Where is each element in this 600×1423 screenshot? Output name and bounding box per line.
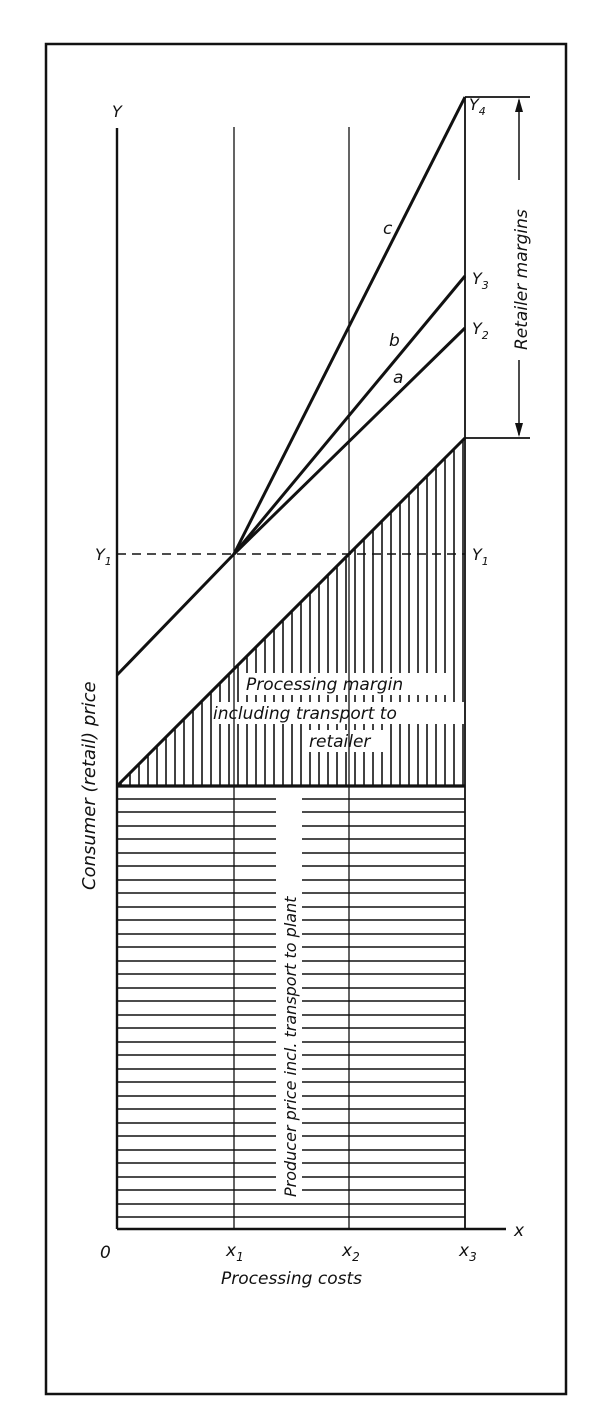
y-axis-title: Consumer (retail) price — [79, 681, 100, 890]
y2-label: Y2 — [472, 319, 489, 342]
x-axis-title: Processing costs — [221, 1269, 362, 1289]
y3-label: Y3 — [472, 269, 489, 292]
processing-cost-line — [115, 436, 467, 788]
line-c-label: c — [383, 219, 393, 239]
processing-margin-label-3: retailer — [309, 732, 371, 752]
x2-tick-label: x2 — [341, 1241, 360, 1264]
producer-price-label: Producer price incl. transport to plant — [281, 896, 300, 1197]
producer-price-text-bg — [276, 795, 302, 1200]
line-a-label: a — [393, 368, 403, 388]
outer-frame — [44, 42, 568, 1396]
y-axis-label: Y — [112, 102, 123, 121]
processing-margin-label-1: Processing margin — [246, 675, 403, 695]
line-b-label: b — [389, 331, 400, 351]
y1-right-label: Y1 — [472, 545, 489, 568]
processing-margin-text-bg — [243, 673, 451, 695]
retailer-margins-label: Retailer margins — [512, 209, 532, 350]
line-c — [232, 96, 467, 555]
processing-margin-text-bg — [212, 702, 464, 724]
line-a — [232, 326, 467, 556]
processing-margin-text-bg — [307, 730, 385, 752]
processing-margin-label-2: including transport to — [213, 704, 397, 724]
y1-left-label: Y1 — [95, 545, 112, 568]
line-b — [232, 275, 467, 555]
arrow-down-icon — [515, 423, 523, 437]
consumer-price-line — [115, 552, 236, 677]
x1-tick-label: x1 — [225, 1241, 244, 1264]
x3-tick-label: x3 — [458, 1241, 477, 1264]
arrow-up-icon — [515, 98, 523, 112]
x-axis-label: x — [513, 1221, 525, 1241]
origin-label: 0 — [100, 1243, 111, 1263]
y4-label: Y4 — [469, 95, 486, 118]
